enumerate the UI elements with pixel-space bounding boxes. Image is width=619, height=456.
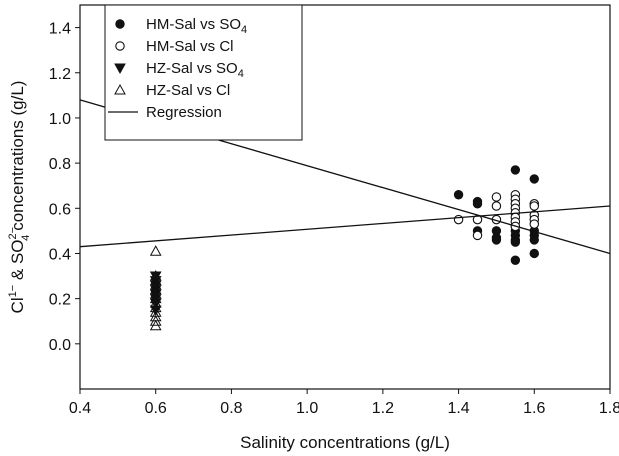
- data-point: [149, 319, 162, 331]
- y-tick-label: 1.0: [49, 111, 71, 128]
- data-series: [79, 99, 611, 331]
- data-point: [510, 237, 521, 247]
- data-point: [453, 214, 464, 225]
- legend-item: HZ-Sal vs SO4: [114, 60, 244, 80]
- legend-item: Regression: [108, 104, 222, 121]
- y-tick-label: 0.6: [49, 201, 71, 218]
- data-point: [491, 192, 502, 202]
- legend-marker-icon: [115, 19, 125, 29]
- data-point: [529, 219, 540, 229]
- y-axis-title: Cl1− & SO2−4 concentrations (g/L): [7, 81, 32, 314]
- legend-label: HM-Sal vs SO4: [146, 16, 247, 36]
- x-tick-label: 1.2: [372, 400, 394, 417]
- x-axis-title: Salinity concentrations (g/L): [240, 433, 450, 452]
- data-point: [529, 174, 539, 184]
- y-axis-title-sup-b: 2−: [7, 227, 19, 240]
- regression-line: [79, 205, 611, 248]
- data-point: [149, 245, 162, 256]
- data-point: [149, 315, 162, 326]
- series-hm-sal-vs-cl: [453, 189, 540, 241]
- legend-marker-icon: [115, 41, 125, 51]
- data-point: [529, 248, 539, 259]
- data-point: [529, 201, 540, 211]
- legend-label: HZ-Sal vs Cl: [146, 82, 230, 99]
- y-axis-title-sup-a: 1−: [7, 285, 19, 298]
- plot-frame: [79, 4, 611, 390]
- y-tick-label: 0.2: [49, 292, 71, 309]
- y-axis-title-sub-b: 4: [20, 235, 32, 241]
- y-tick-label: 1.2: [49, 66, 71, 83]
- legend-item: HM-Sal vs SO4: [115, 16, 247, 36]
- data-point: [491, 201, 502, 211]
- y-tick-label: 0.0: [49, 337, 71, 354]
- x-axis: 0.4 0.6 0.8 1.0 1.2 1.4 1.6 1.8: [69, 389, 619, 417]
- legend-marker-icon: [114, 83, 126, 95]
- legend-label: Regression: [146, 104, 222, 121]
- legend-marker-icon: [114, 63, 126, 75]
- legend-item: HM-Sal vs Cl: [115, 38, 234, 55]
- data-point: [510, 255, 521, 265]
- x-tick-label: 1.6: [523, 400, 545, 417]
- svg-text:Cl1− & SO2−4concentrations (g/: Cl1− & SO2−4 concentrations (g/L): [7, 81, 32, 314]
- data-point: [510, 165, 521, 175]
- y-axis-title-part-a: Cl: [8, 297, 27, 313]
- y-axis-title-part-b: & SO: [8, 239, 27, 284]
- y-tick-label: 1.4: [49, 21, 71, 38]
- legend-label: HZ-Sal vs SO4: [146, 60, 244, 80]
- y-tick-label: 0.8: [49, 156, 71, 173]
- data-point: [472, 230, 483, 241]
- data-point: [529, 235, 539, 245]
- legend-label: HM-Sal vs Cl: [146, 38, 234, 55]
- x-tick-label: 0.6: [145, 400, 167, 417]
- x-tick-label: 0.8: [220, 400, 242, 417]
- legend: HM-Sal vs SO4 HM-Sal vs Cl HZ-Sal vs SO4 HZ…: [104, 4, 303, 141]
- x-tick-label: 0.4: [69, 400, 91, 417]
- legend-item: HZ-Sal vs Cl: [114, 82, 230, 99]
- data-point: [472, 199, 483, 209]
- data-point: [453, 190, 464, 200]
- x-tick-label: 1.8: [599, 400, 619, 417]
- y-axis-title-part-c: concentrations (g/L): [8, 81, 27, 231]
- y-tick-label: 0.4: [49, 246, 71, 263]
- legend-box: [104, 4, 303, 141]
- x-tick-label: 1.4: [447, 400, 469, 417]
- data-point: [491, 235, 502, 245]
- x-tick-label: 1.0: [296, 400, 318, 417]
- y-axis: 0.0 0.2 0.4 0.6 0.8 1.0 1.2 1.4: [49, 21, 80, 354]
- series-hz-sal-vs-cl: [149, 245, 162, 331]
